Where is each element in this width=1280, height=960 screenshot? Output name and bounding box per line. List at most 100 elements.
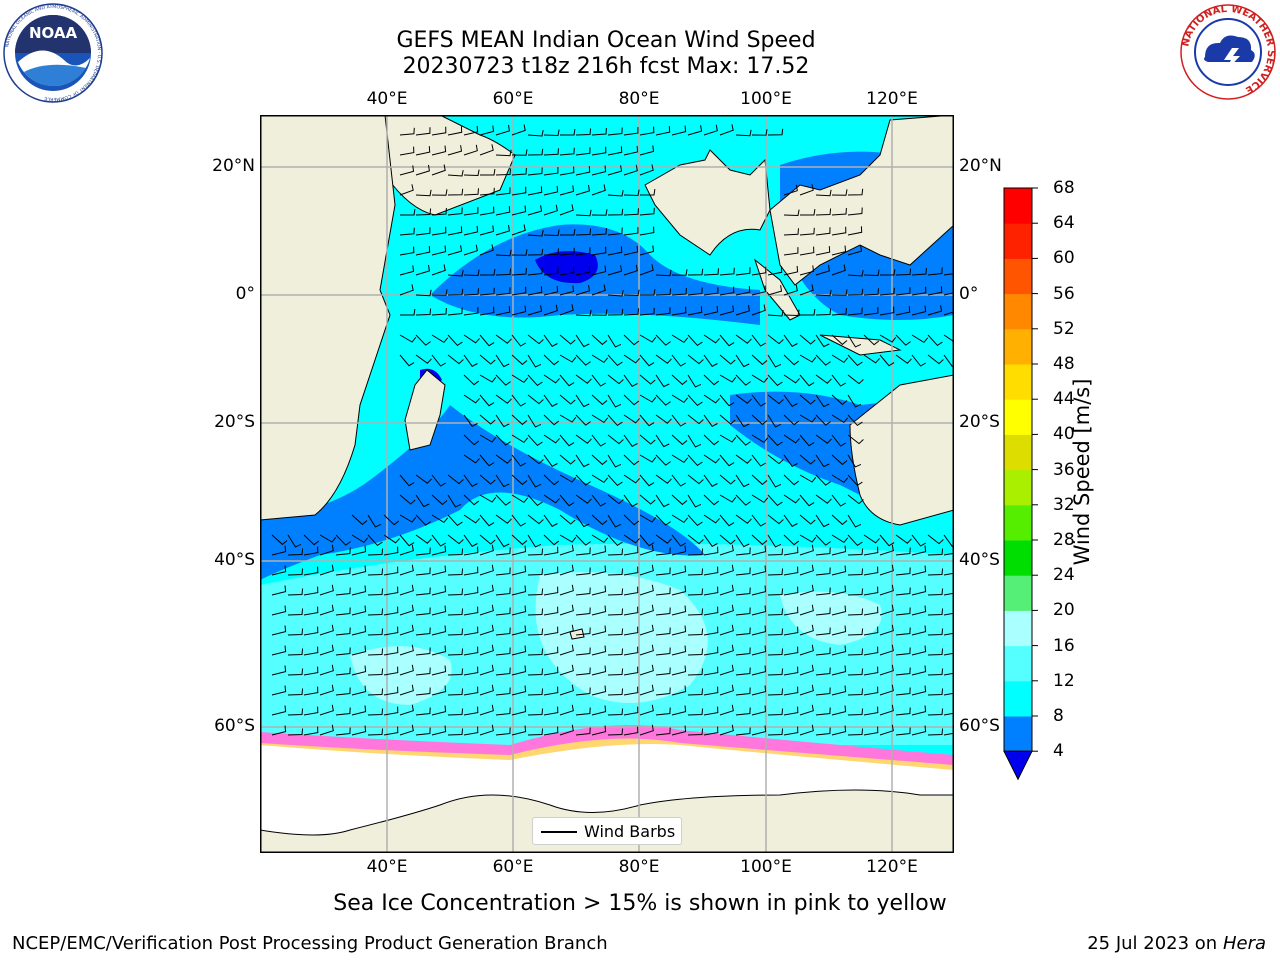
wind-barb xyxy=(463,307,479,316)
wind-barb xyxy=(479,624,494,636)
wind-barb xyxy=(495,268,512,276)
wind-barb xyxy=(415,667,431,676)
wind-barb xyxy=(719,305,735,316)
wind-barb xyxy=(655,547,671,556)
wind-barb xyxy=(879,354,895,367)
wind-barb xyxy=(463,169,480,177)
wind-barb xyxy=(799,354,817,363)
colorbar-tick-label: 32 xyxy=(1053,494,1075,515)
wind-barb xyxy=(527,608,544,616)
wind-barb xyxy=(287,648,304,656)
wind-barb xyxy=(559,434,575,447)
wind-barb xyxy=(927,688,944,696)
wind-barb xyxy=(559,266,575,276)
wind-barb xyxy=(703,124,718,136)
wind-barb xyxy=(943,273,954,276)
wind-barb xyxy=(415,647,431,656)
wind-barb xyxy=(847,728,864,736)
wind-barb xyxy=(735,394,752,404)
wind-barb xyxy=(847,608,864,616)
wind-barb xyxy=(783,606,799,616)
wind-barb xyxy=(543,394,558,407)
wind-barb xyxy=(527,668,544,676)
wind-barb xyxy=(431,207,447,216)
wind-barb xyxy=(543,606,559,616)
wind-barb xyxy=(815,434,832,444)
wind-barb xyxy=(623,514,640,526)
wind-barb xyxy=(527,230,544,237)
wind-barb xyxy=(447,588,464,596)
wind-barb xyxy=(800,309,816,316)
wind-barb xyxy=(831,289,848,296)
wind-barb xyxy=(607,414,623,427)
wind-barb xyxy=(303,626,319,636)
wind-barb xyxy=(623,127,639,136)
wind-barb xyxy=(815,246,831,256)
wind-barb xyxy=(751,434,769,444)
wind-barb xyxy=(623,414,640,424)
noaa-logo-text: NOAA xyxy=(29,24,78,42)
wind-barb xyxy=(639,514,657,523)
wind-barb xyxy=(719,664,734,676)
wind-barb xyxy=(687,628,704,636)
wind-barb xyxy=(527,494,543,507)
wind-barb xyxy=(495,414,510,428)
wind-barb xyxy=(623,334,640,346)
colorbar-segment xyxy=(1004,223,1032,259)
wind-barb xyxy=(847,354,863,367)
wind-barb xyxy=(591,246,607,256)
wind-barb xyxy=(319,624,334,636)
colorbar-label: Wind Speed [m/s] xyxy=(1070,378,1094,566)
wind-barb xyxy=(431,226,447,236)
wind-barb xyxy=(383,686,399,696)
wind-barb xyxy=(943,572,954,576)
wind-barb xyxy=(559,147,575,156)
wind-barb xyxy=(463,666,479,676)
wind-barb xyxy=(911,286,927,296)
lon-tick-bottom-3: 80°E xyxy=(618,857,660,877)
wind-barb xyxy=(767,494,783,507)
wind-barb xyxy=(767,728,784,736)
wind-barb xyxy=(847,207,863,216)
wind-barb xyxy=(687,354,704,365)
wind-barb xyxy=(687,514,703,527)
wind-barb xyxy=(383,586,399,596)
colorbar-segment xyxy=(1004,575,1032,611)
wind-barb xyxy=(543,686,559,696)
wind-barb xyxy=(559,664,574,676)
wind-barb xyxy=(671,125,687,136)
wind-barb xyxy=(671,414,687,427)
wind-barb xyxy=(431,189,448,196)
wind-barb xyxy=(319,684,334,696)
wind-barb xyxy=(927,286,943,296)
lon-tick-top-3: 80°E xyxy=(618,89,660,109)
lon-tick-bottom-1: 40°E xyxy=(366,857,408,877)
wind-barb xyxy=(575,228,592,236)
wind-barb xyxy=(735,647,751,656)
wind-barb xyxy=(911,725,927,736)
wind-barb xyxy=(559,454,576,465)
wind-barb xyxy=(735,334,752,344)
wind-barb xyxy=(671,454,689,464)
colorbar-tick-label: 24 xyxy=(1053,565,1075,586)
wind-barb xyxy=(463,494,480,506)
wind-barb xyxy=(591,625,607,636)
wind-barb xyxy=(607,728,624,736)
wind-barb xyxy=(463,269,480,277)
wind-barb xyxy=(463,566,479,576)
wind-barb xyxy=(495,454,512,464)
wind-barb xyxy=(271,605,287,616)
wind-barb xyxy=(783,228,799,236)
wind-barb xyxy=(303,534,320,546)
wind-barb xyxy=(751,645,767,656)
wind-barb xyxy=(687,268,704,276)
wind-barb xyxy=(495,687,511,696)
wind-barb xyxy=(431,725,447,736)
wind-barb xyxy=(511,249,528,256)
wind-barb xyxy=(799,454,816,465)
wind-barb xyxy=(703,334,720,344)
wind-barb xyxy=(943,632,954,636)
wind-barb xyxy=(767,688,784,696)
wind-barb xyxy=(847,628,864,636)
land-india xyxy=(644,149,771,256)
